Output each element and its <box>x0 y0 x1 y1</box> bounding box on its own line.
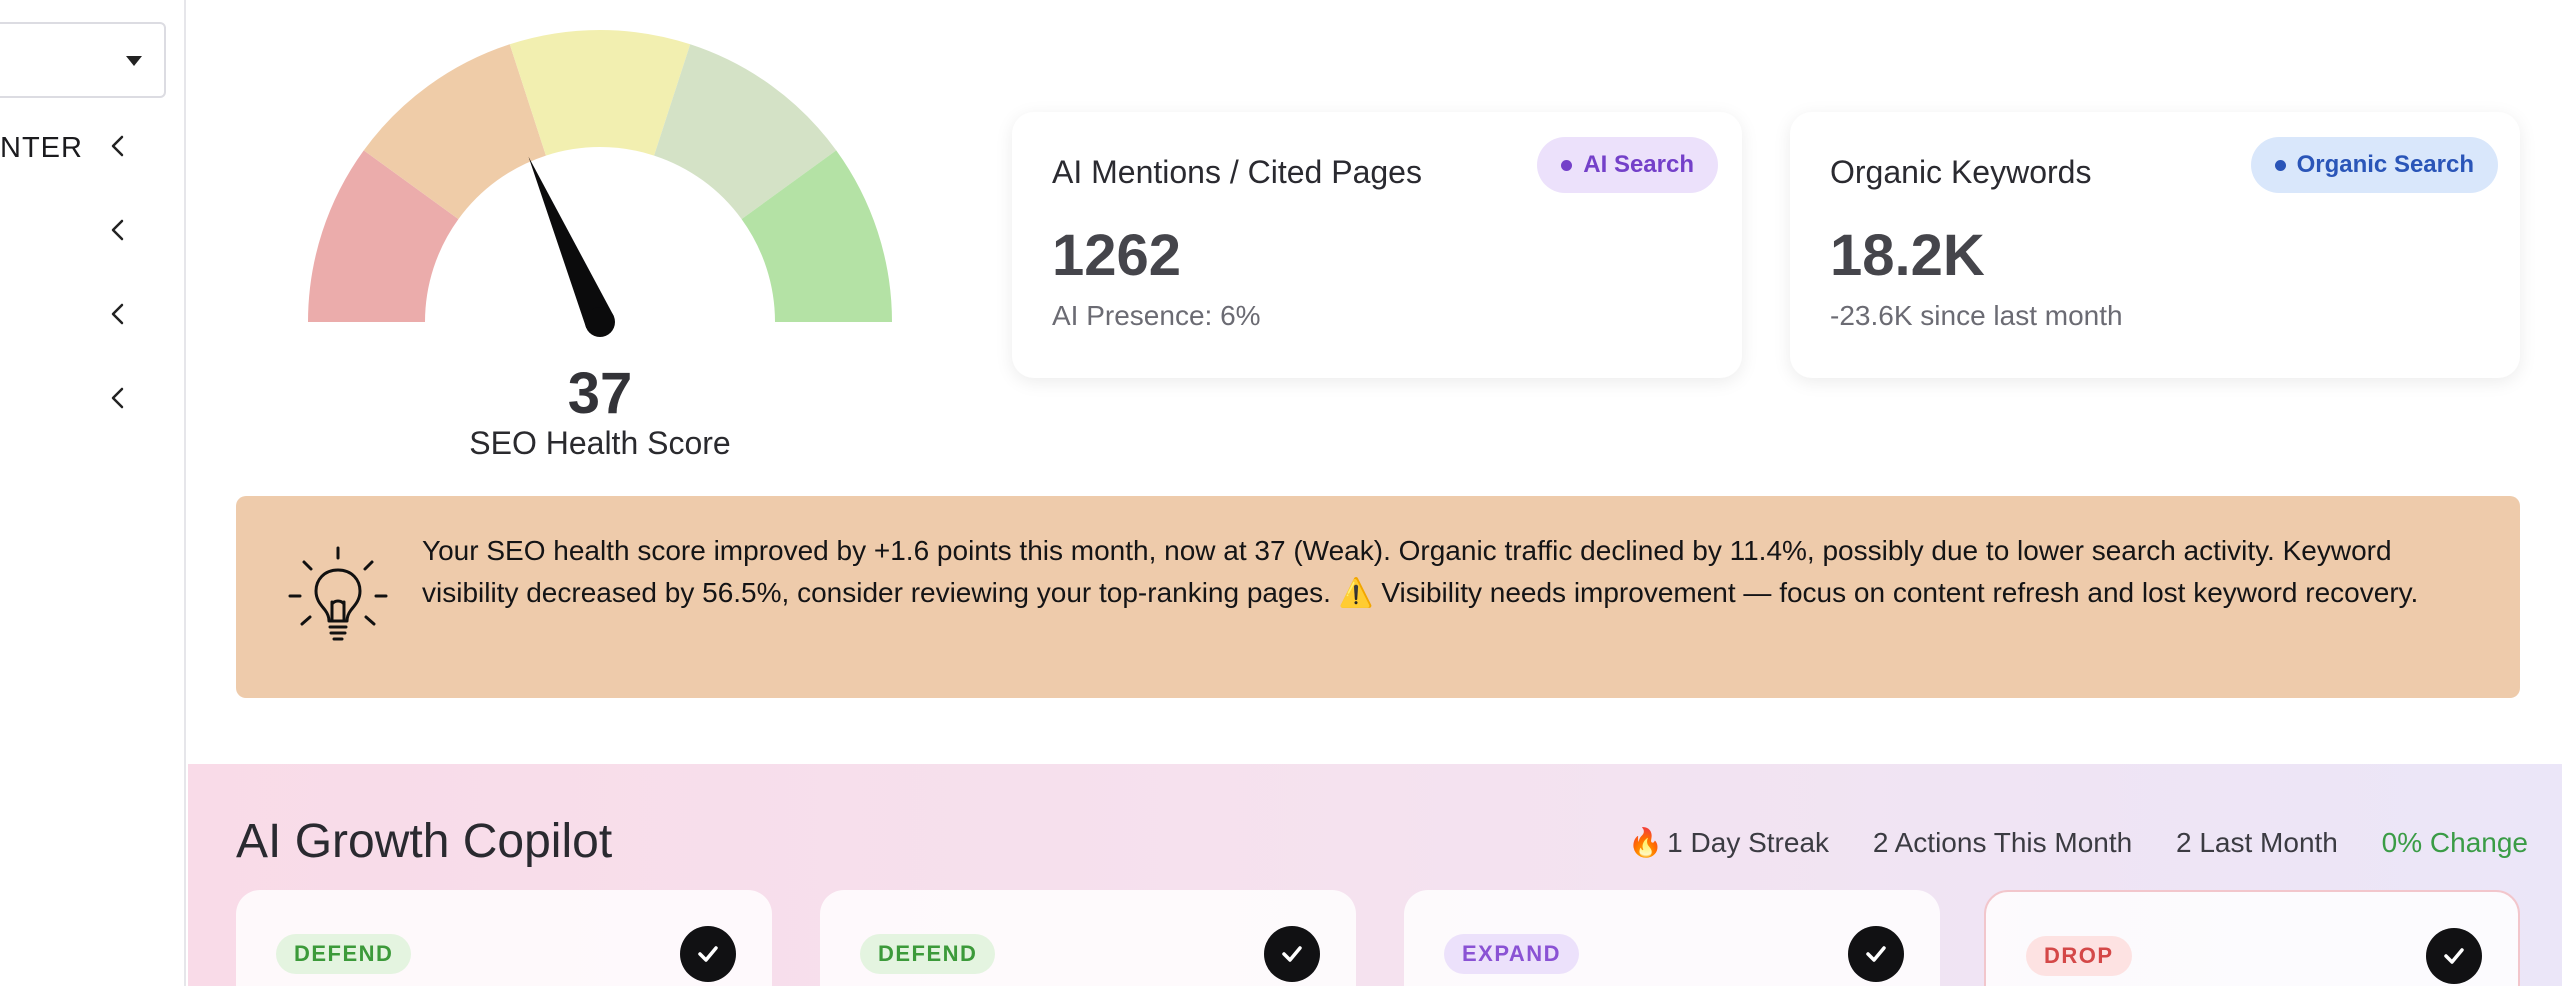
card-title: AI Mentions / Cited Pages <box>1052 154 1422 190</box>
caret-down-icon <box>126 56 142 66</box>
badge-label: Organic Search <box>2296 151 2474 178</box>
section-title: AI Growth Copilot <box>236 815 613 868</box>
sidebar: NTER <box>0 0 186 986</box>
change-percent: 0% Change <box>2381 827 2528 858</box>
seo-health-gauge: 37 SEO Health Score <box>300 25 900 475</box>
actions-this-month: 2 Actions This Month <box>1872 827 2133 858</box>
insight-banner: Your SEO health score improved by +1.6 p… <box>236 496 2520 698</box>
project-select[interactable] <box>0 22 166 98</box>
ai-search-badge: AI Search <box>1537 137 1718 193</box>
chevron-left-icon <box>111 219 124 241</box>
gauge-label: SEO Health Score <box>469 425 731 461</box>
checkmark-icon[interactable] <box>680 926 736 982</box>
card-subtext: -23.6K since last month <box>1830 300 2123 331</box>
gauge-segment <box>308 150 459 322</box>
action-tag: DEFEND <box>276 934 412 974</box>
action-tag: DEFEND <box>860 934 996 974</box>
gauge-score: 37 <box>567 361 633 426</box>
ai-growth-copilot-section: AI Growth Copilot 🔥 1 Day Streak 2 Action… <box>188 764 2562 986</box>
checkmark-icon[interactable] <box>2426 928 2482 984</box>
streak-count: 1 Day Streak <box>1667 827 1830 858</box>
gauge-segment <box>363 44 546 220</box>
checkmark-icon[interactable] <box>1848 926 1904 982</box>
fire-icon: 🔥 <box>1628 827 1664 858</box>
card-subtext: AI Presence: 6% <box>1052 300 1261 331</box>
dot-icon <box>1561 160 1573 171</box>
last-month-count: 2 Last Month <box>2176 827 2338 858</box>
gauge-segment <box>509 29 691 156</box>
ai-mentions-card: AI Mentions / Cited Pages AI Search 1262… <box>1012 112 1742 378</box>
sidebar-item-center[interactable]: NTER <box>0 122 140 172</box>
organic-keywords-card: Organic Keywords Organic Search 18.2K -2… <box>1790 112 2520 378</box>
action-card[interactable]: DEFEND <box>820 890 1356 986</box>
gauge-needle <box>528 156 614 328</box>
action-card[interactable]: DROP <box>1984 890 2520 986</box>
action-card[interactable]: DEFEND <box>236 890 772 986</box>
action-tag: EXPAND <box>1444 934 1580 974</box>
card-value: 1262 <box>1052 223 1182 288</box>
sidebar-item-label: NTER <box>0 132 83 164</box>
action-card[interactable]: EXPAND <box>1404 890 1940 986</box>
badge-label: AI Search <box>1583 151 1694 178</box>
organic-search-badge: Organic Search <box>2250 137 2498 193</box>
card-title: Organic Keywords <box>1830 154 2092 190</box>
sidebar-item[interactable] <box>0 206 140 256</box>
action-tag: DROP <box>2026 936 2132 976</box>
gauge-needle-hub <box>585 307 615 337</box>
checkmark-icon[interactable] <box>1264 926 1320 982</box>
sidebar-item[interactable] <box>0 290 140 340</box>
gauge-chart <box>308 29 892 337</box>
gauge-segment <box>654 44 837 220</box>
chevron-left-icon <box>111 303 124 325</box>
chevron-left-icon <box>111 135 124 157</box>
sidebar-item[interactable] <box>0 374 140 424</box>
chevron-left-icon <box>111 387 124 409</box>
copilot-stats: 🔥 1 Day Streak 2 Actions This Month 2 Las… <box>1628 826 2528 859</box>
card-value: 18.2K <box>1830 223 1985 288</box>
dot-icon <box>2274 160 2286 171</box>
insight-text: Your SEO health score improved by +1.6 p… <box>422 535 2419 608</box>
gauge-segment <box>741 150 892 322</box>
lightbulb-icon <box>288 546 388 641</box>
